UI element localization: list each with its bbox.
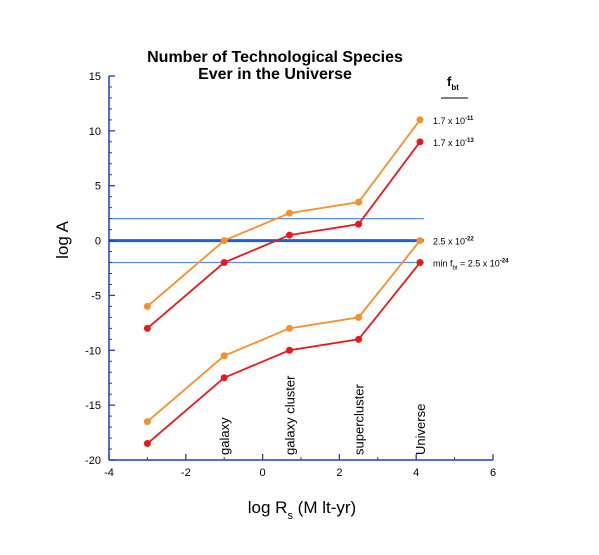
y-tick-label: 15 xyxy=(89,71,101,83)
x-tick-label: 2 xyxy=(336,467,342,479)
series-group xyxy=(143,116,424,448)
data-point xyxy=(143,418,151,426)
data-point xyxy=(355,313,363,321)
data-point xyxy=(355,220,363,228)
data-point xyxy=(416,138,424,146)
data-point xyxy=(416,259,424,267)
category-label: supercluster xyxy=(352,384,367,455)
data-point xyxy=(285,346,293,354)
series-line-0 xyxy=(146,119,421,308)
data-point xyxy=(285,231,293,239)
data-point xyxy=(220,237,228,245)
annotations: 1.7 x 10-11 1.7 x 10-13 2.5 x 10-22 min fbt… xyxy=(433,116,509,272)
y-tick-label: -10 xyxy=(85,345,101,357)
y-tick-label: -5 xyxy=(91,290,101,302)
category-labels: galaxy galaxy cluster supercluster Universe xyxy=(217,375,428,455)
annotation-label: 2.5 x 10-22 xyxy=(433,237,474,247)
data-point xyxy=(143,302,151,310)
chart-subtitle: Ever in the Universe xyxy=(198,66,352,83)
x-tick-label: -4 xyxy=(104,467,114,479)
x-axis-label: log Rs (M lt-yr) xyxy=(248,498,356,522)
data-point xyxy=(220,259,228,267)
data-point xyxy=(285,209,293,217)
data-point xyxy=(355,335,363,343)
x-tick-label: 0 xyxy=(260,467,266,479)
data-point xyxy=(285,324,293,332)
category-label: galaxy xyxy=(217,417,232,455)
category-label: galaxy cluster xyxy=(282,375,297,455)
data-point xyxy=(143,440,151,448)
legend-header: fbt xyxy=(441,74,468,99)
data-point xyxy=(143,324,151,332)
y-tick-label: 10 xyxy=(89,126,101,138)
y-tick-label: -15 xyxy=(85,400,101,412)
y-axis-label: log A xyxy=(53,220,72,258)
y-tick-label: 5 xyxy=(95,181,101,193)
annotation-label: min fbt = 2.5 x 10-24 xyxy=(433,259,509,272)
annotation-label: 1.7 x 10-13 xyxy=(433,138,474,148)
reference-lines xyxy=(109,218,424,264)
data-point xyxy=(220,374,228,382)
y-tick-label: -20 xyxy=(85,455,101,467)
chart-title: Number of Technological Species xyxy=(147,49,403,66)
data-point xyxy=(416,116,424,124)
x-tick-label: 4 xyxy=(413,467,419,479)
legend-header-text: fbt xyxy=(447,74,459,92)
x-tick-label: 6 xyxy=(490,467,496,479)
data-point xyxy=(416,237,424,245)
annotation-label: 1.7 x 10-11 xyxy=(433,116,474,126)
series-line-1 xyxy=(146,141,421,330)
category-label: Universe xyxy=(413,404,428,455)
data-point xyxy=(355,198,363,206)
y-tick-label: 0 xyxy=(95,236,101,248)
data-point xyxy=(220,352,228,360)
x-tick-label: -2 xyxy=(181,467,191,479)
